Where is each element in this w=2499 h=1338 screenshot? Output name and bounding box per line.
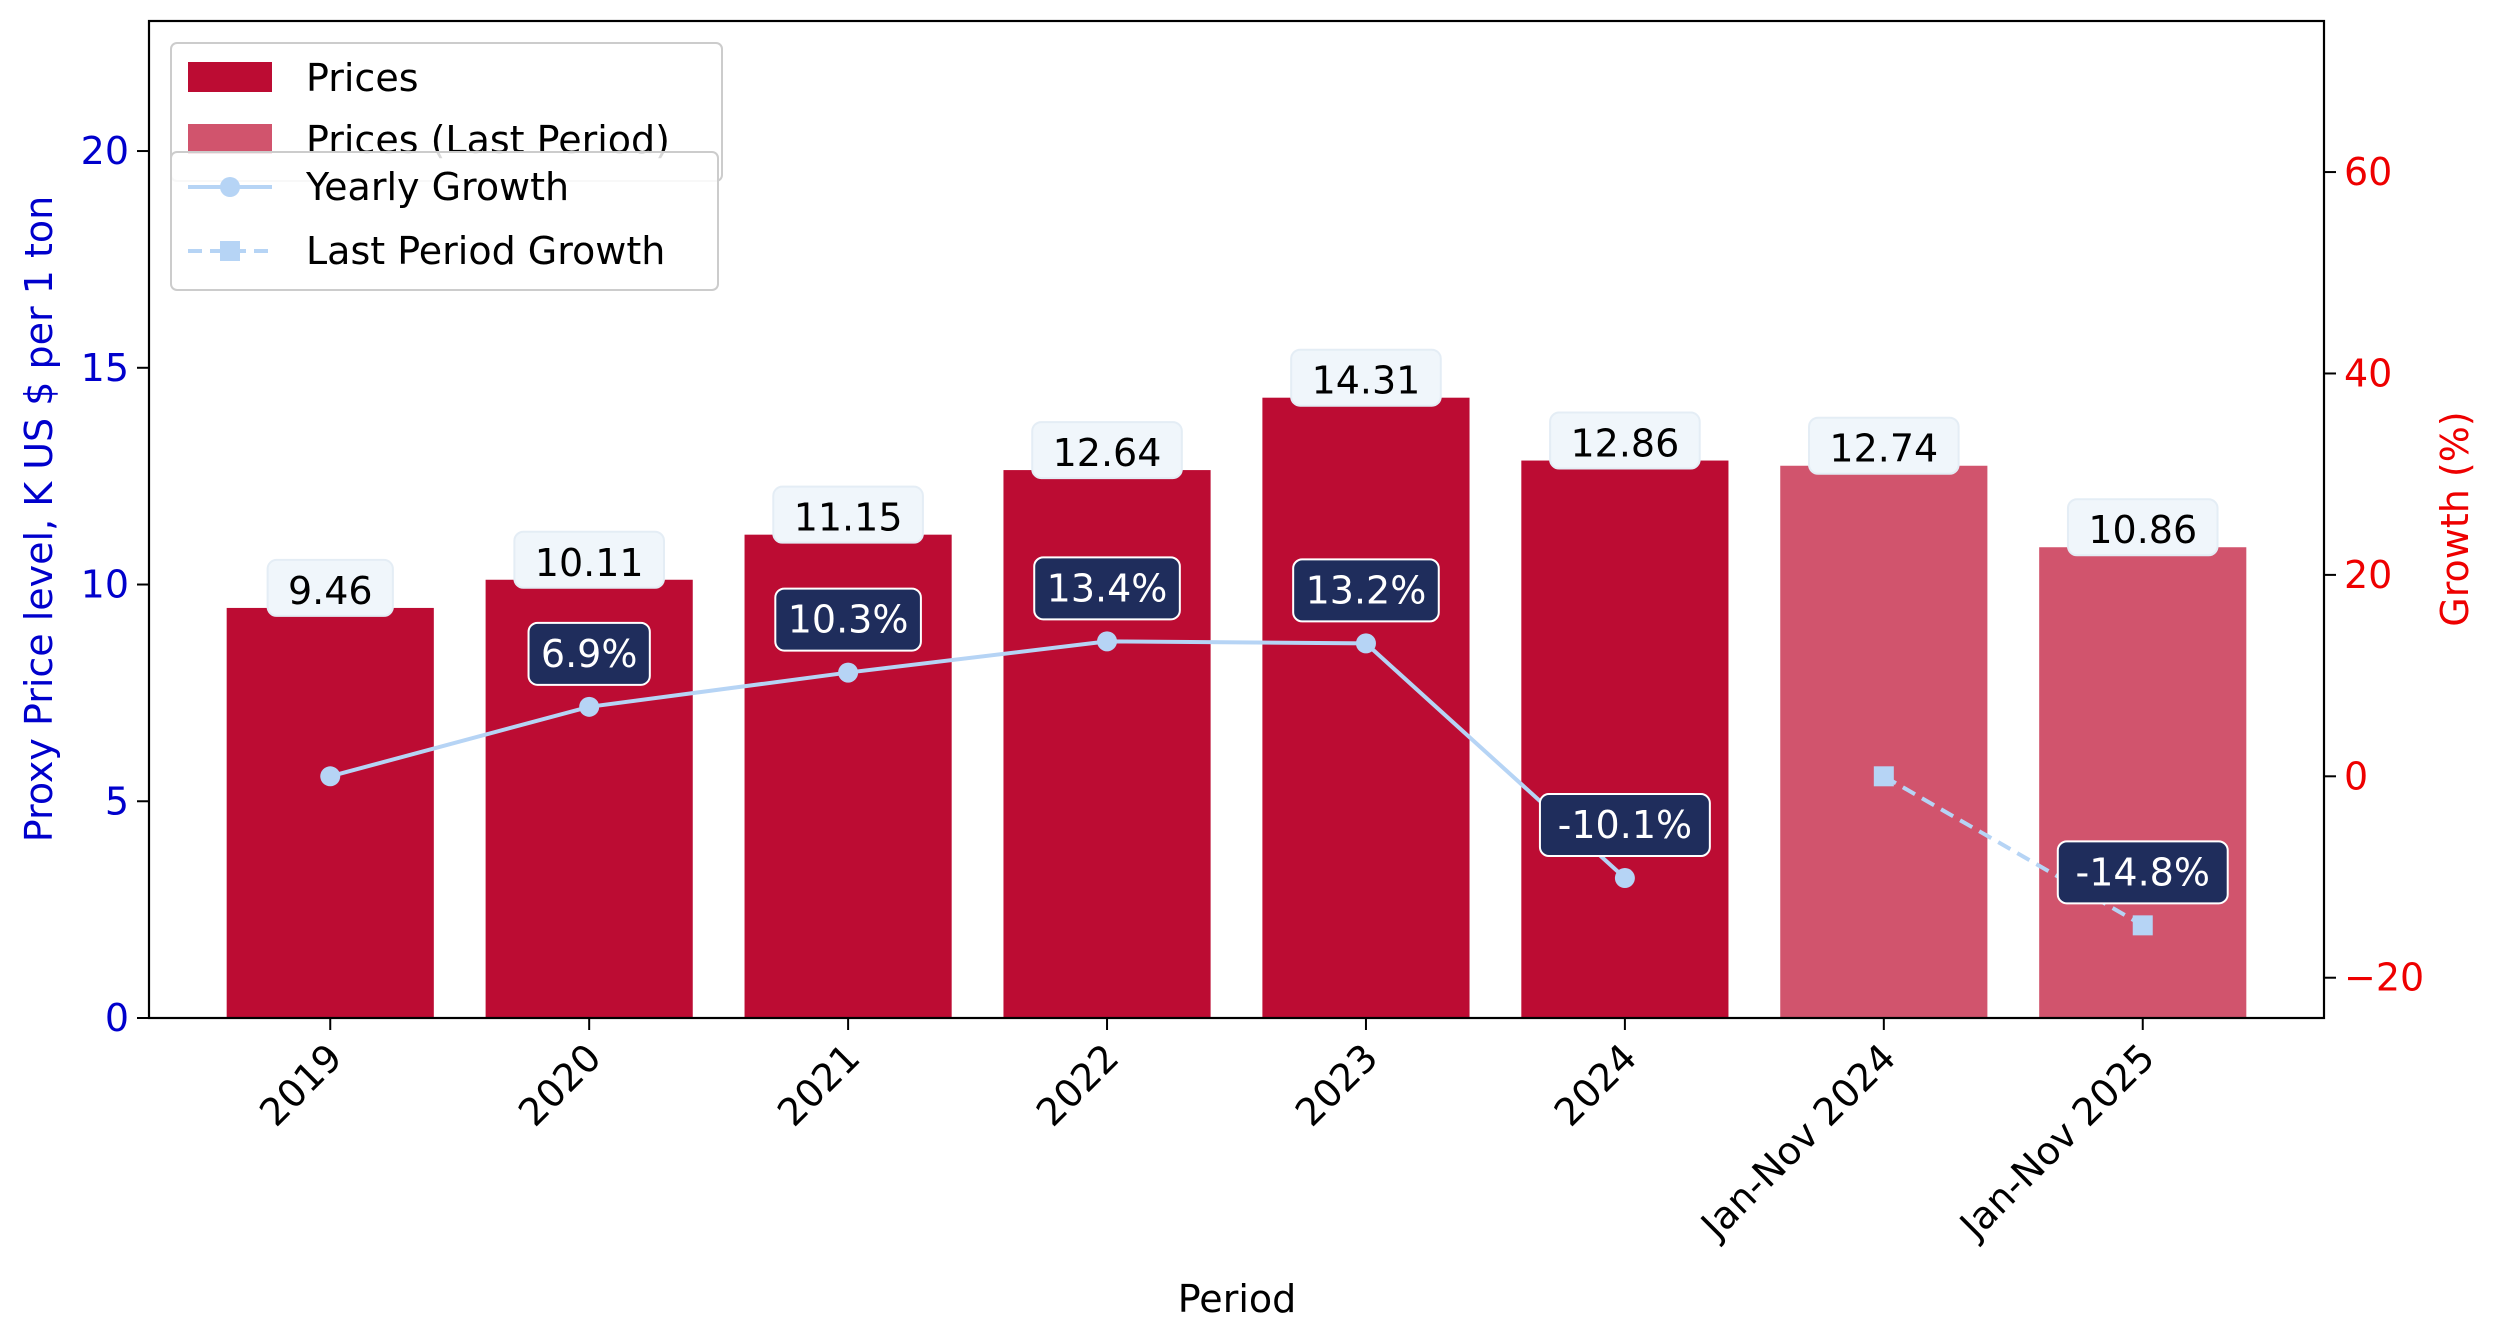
right-y-tick-label: 0 xyxy=(2344,754,2368,798)
left-y-tick-label: 0 xyxy=(105,996,129,1040)
last-period-price-bar xyxy=(2039,547,2247,1018)
x-tick-label: 2024 xyxy=(1546,1035,1646,1135)
last-period-growth-marker xyxy=(1873,766,1894,787)
yearly-growth-label: 10.3% xyxy=(788,598,909,642)
price-value-label-box xyxy=(1031,421,1183,480)
price-value-label: 12.64 xyxy=(1053,431,1162,475)
yearly-growth-line xyxy=(329,639,1627,880)
legend-label-last-period-growth: Last Period Growth xyxy=(306,229,665,273)
price-value-label: 12.86 xyxy=(1570,422,1679,466)
right-y-axis: −20 0 20 40 60 xyxy=(2324,150,2424,1000)
legend-swatch-prices-last-period xyxy=(188,124,272,154)
yearly-growth-marker xyxy=(1355,633,1376,654)
price-value-label-box xyxy=(1549,411,1701,470)
last-period-price-value-label-box xyxy=(2066,498,2219,557)
price-bar xyxy=(1003,470,1211,1018)
left-y-tick-label: 5 xyxy=(105,779,129,823)
yearly-growth-label: 13.2% xyxy=(1306,568,1427,612)
left-y-tick-label: 15 xyxy=(81,346,129,390)
last-period-price-bar xyxy=(1780,465,1988,1019)
yearly-growth-label-box xyxy=(1033,556,1181,621)
yearly-growth-marker xyxy=(320,766,341,787)
price-bar xyxy=(226,607,434,1018)
last-period-growth-label: -14.8% xyxy=(2076,850,2210,894)
price-bar xyxy=(1521,460,1729,1018)
yearly-growth-marker xyxy=(579,696,600,717)
price-value-label: 9.46 xyxy=(288,569,373,613)
growth-lines-layer xyxy=(320,631,2153,936)
right-y-tick-label: 20 xyxy=(2344,553,2392,597)
yearly-growth-marker xyxy=(1614,868,1635,889)
last-period-price-value-label: 12.74 xyxy=(1829,427,1938,471)
legend-marker-last-period-growth xyxy=(220,241,240,261)
yearly-growth-label: -10.1% xyxy=(1558,803,1692,847)
left-y-axis: 0 5 10 15 20 xyxy=(81,129,149,1040)
yearly-growth-marker xyxy=(1097,631,1118,652)
price-value-label: 10.11 xyxy=(535,541,644,585)
price-value-label-box xyxy=(1290,348,1442,407)
right-y-tick-label: −20 xyxy=(2344,956,2424,1000)
left-y-axis-title: Proxy Price level, K US $ per 1 ton xyxy=(17,196,61,842)
x-tick-label: 2022 xyxy=(1028,1035,1128,1135)
plot-frame xyxy=(147,19,2326,1020)
x-tick-label: 2019 xyxy=(251,1035,351,1135)
left-y-tick-label: 10 xyxy=(81,563,129,607)
right-y-tick-label: 40 xyxy=(2344,351,2392,395)
line-legend: Yearly Growth Last Period Growth xyxy=(170,151,719,291)
left-y-tick-label: 20 xyxy=(81,129,129,173)
data-labels-layer: 9.46 10.11 11.15 12.64 14.31 12.86 12.74 10.86 6… xyxy=(266,348,2229,905)
x-axis: 2019 2020 2021 2022 2023 2024 Jan-Nov 2024 Jan-… xyxy=(251,1018,2163,1248)
price-value-label: 14.31 xyxy=(1312,359,1421,403)
right-y-axis-title: Growth (%) xyxy=(2433,411,2477,626)
yearly-growth-label: 13.4% xyxy=(1047,566,1168,610)
yearly-growth-label-box xyxy=(774,587,922,652)
last-period-price-value-label: 10.86 xyxy=(2088,508,2197,552)
yearly-growth-label-box xyxy=(527,621,651,686)
price-value-label-box xyxy=(772,485,924,544)
bars-layer xyxy=(226,397,2247,1019)
legend-label-prices: Prices xyxy=(306,56,419,100)
yearly-growth-label-box xyxy=(1292,558,1440,623)
x-tick-label: 2020 xyxy=(510,1035,610,1135)
x-tick-label: 2023 xyxy=(1287,1035,1387,1135)
price-value-label: 11.15 xyxy=(794,496,903,540)
last-period-growth-marker xyxy=(2132,915,2153,936)
yearly-growth-label: 6.9% xyxy=(541,632,638,676)
right-y-tick-label: 60 xyxy=(2344,150,2392,194)
x-tick-label: Jan-Nov 2025 xyxy=(1950,1035,2163,1248)
price-value-label-box xyxy=(266,558,394,617)
x-tick-label: 2021 xyxy=(769,1035,869,1135)
last-period-price-value-label-box xyxy=(1808,416,1960,475)
last-period-growth-label-box xyxy=(2056,840,2229,905)
x-tick-label: Jan-Nov 2024 xyxy=(1691,1035,1904,1248)
price-value-label-box xyxy=(513,530,665,589)
legend-label-yearly-growth: Yearly Growth xyxy=(305,165,569,209)
line-legend-frame xyxy=(170,151,719,291)
yearly-growth-label-box xyxy=(1538,793,1711,858)
yearly-growth-marker xyxy=(838,662,859,683)
x-axis-title: Period xyxy=(1178,1277,1297,1321)
legend-swatch-prices xyxy=(188,62,272,92)
legend-marker-yearly-growth xyxy=(220,177,240,197)
